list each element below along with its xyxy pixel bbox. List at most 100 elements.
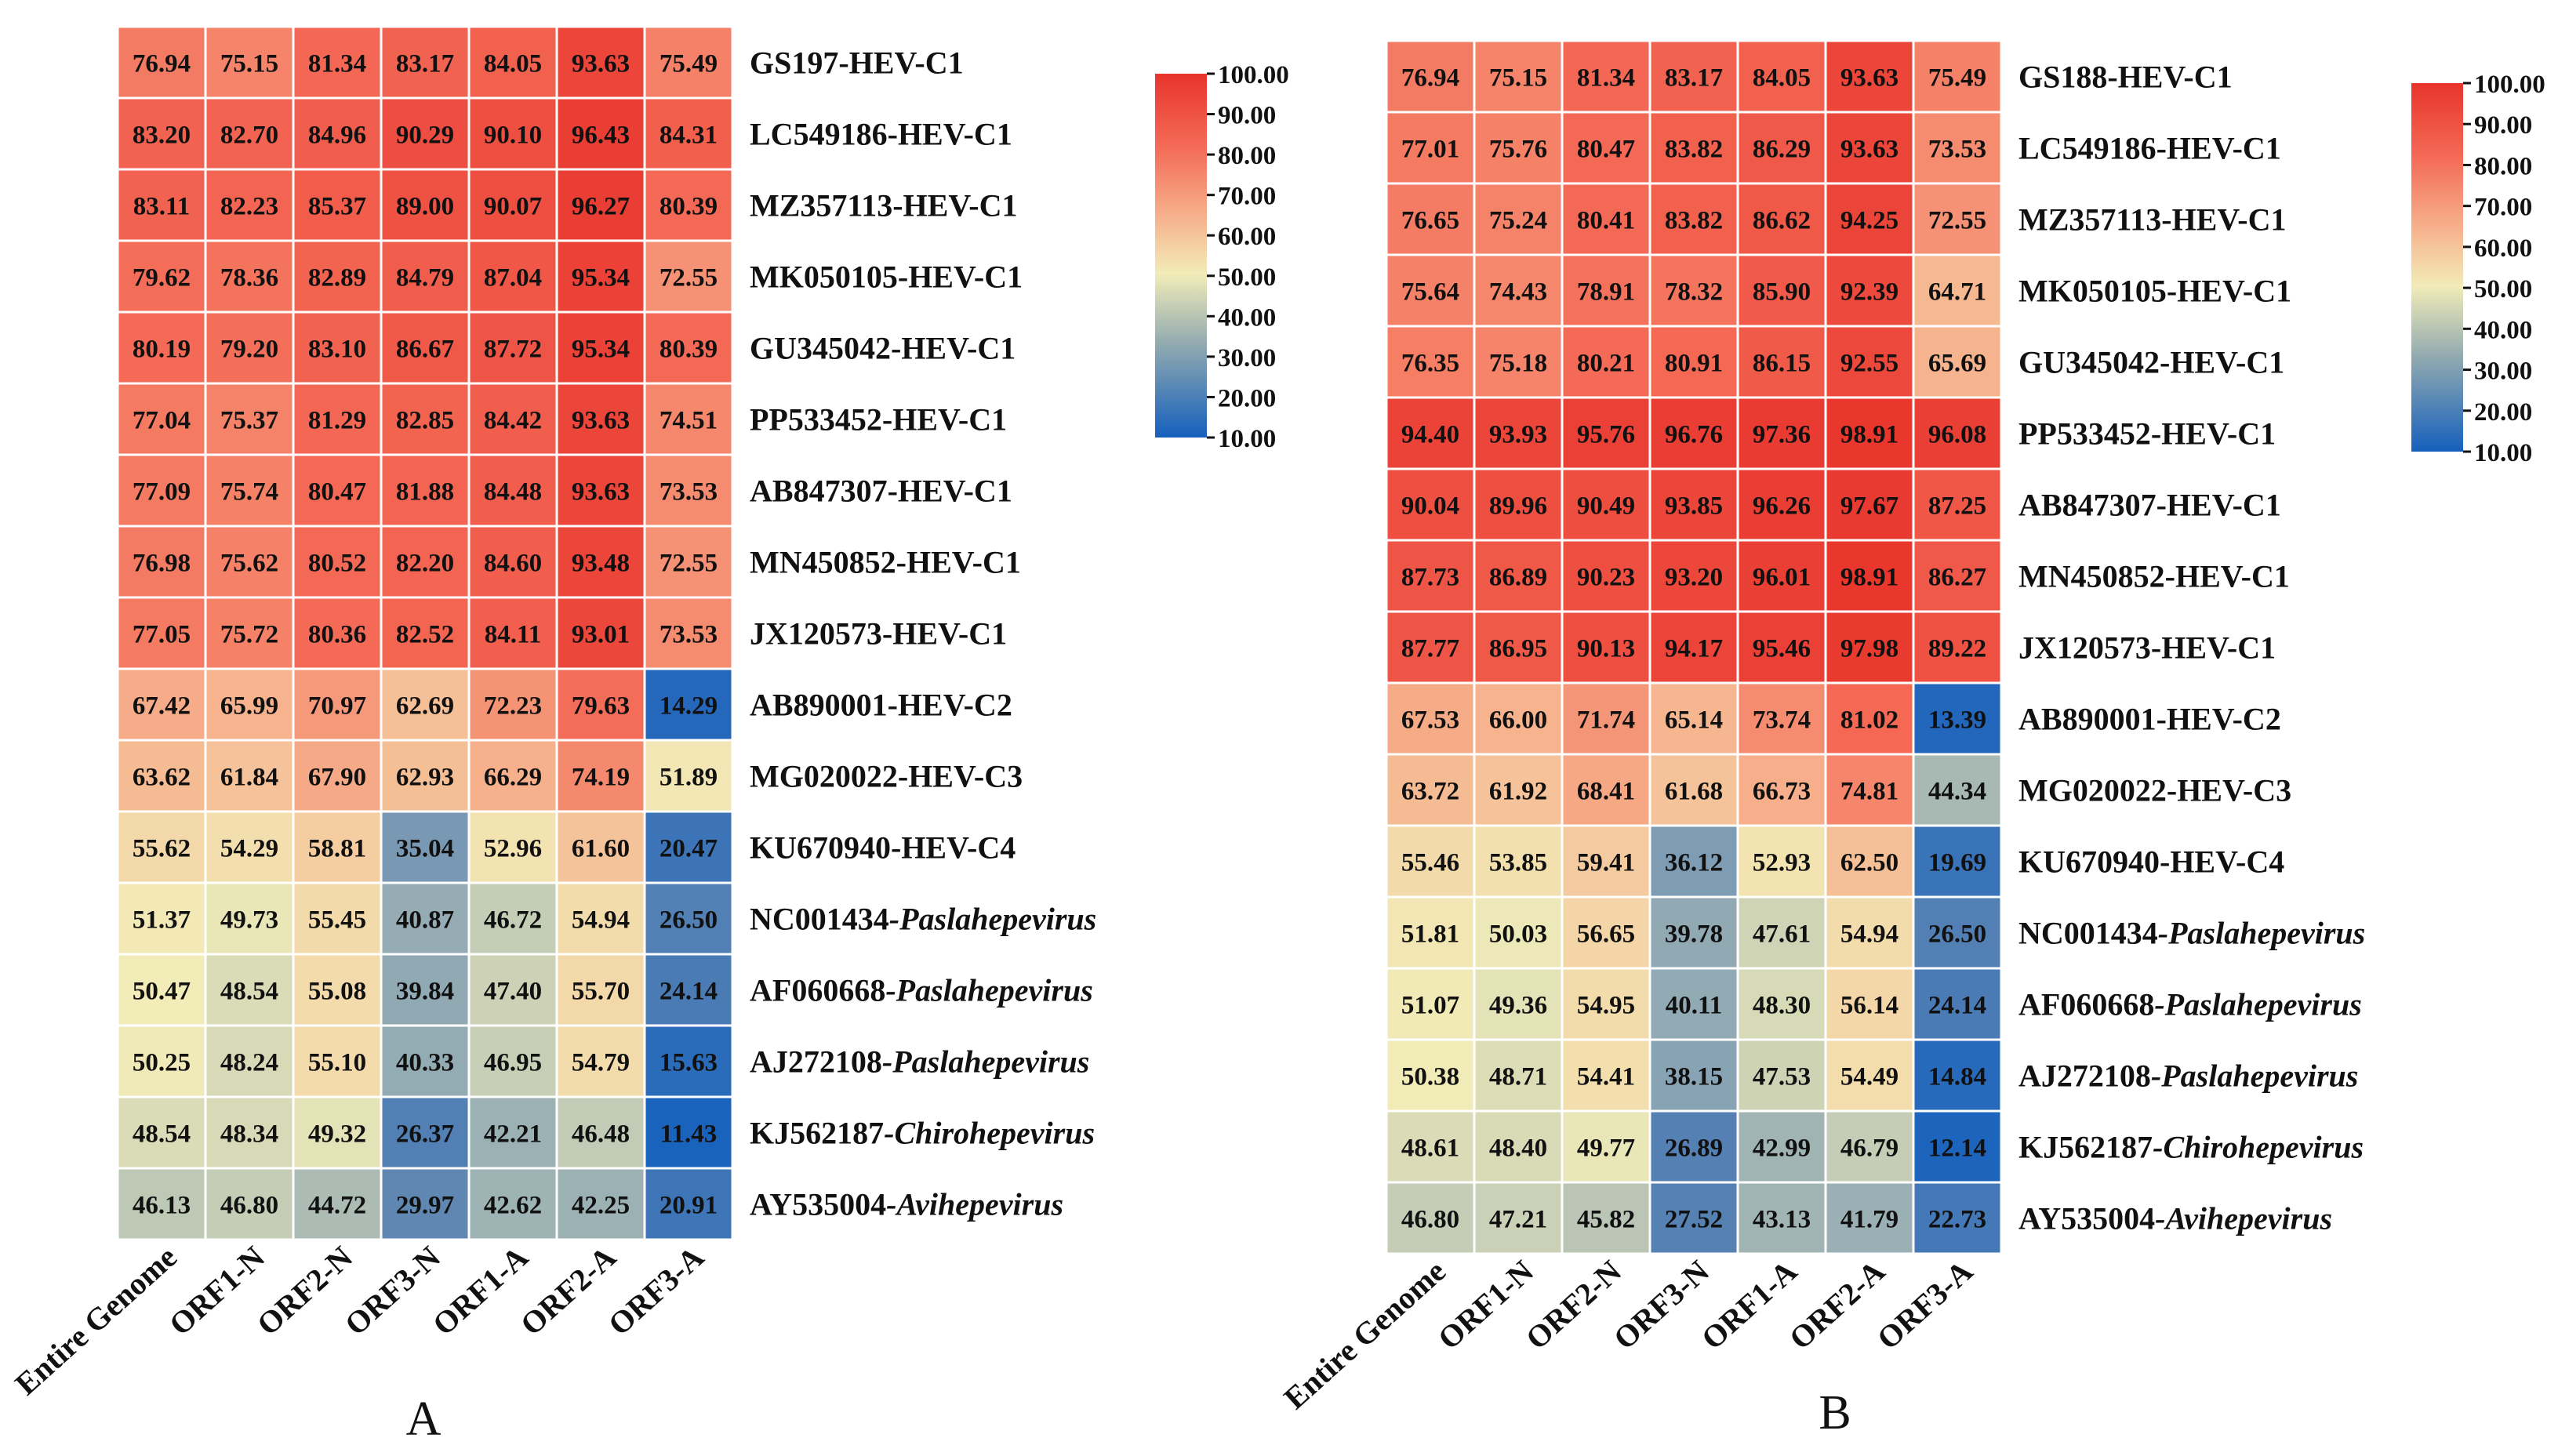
cell-value-label: 82.89 bbox=[308, 264, 366, 292]
cell-value-label: 80.41 bbox=[1577, 207, 1635, 235]
cell-value-label: 89.00 bbox=[396, 193, 454, 221]
heatmap-cell bbox=[380, 953, 471, 1027]
heatmap-cell bbox=[380, 810, 471, 884]
cell-value-label: 48.71 bbox=[1489, 1063, 1547, 1091]
cell-value-label: 40.87 bbox=[396, 906, 454, 935]
cell-value-label: 80.39 bbox=[659, 193, 718, 221]
heatmap-cell bbox=[380, 739, 471, 813]
heatmap-cell bbox=[1736, 539, 1827, 613]
cell-value-label: 24.14 bbox=[1928, 992, 1986, 1020]
heatmap-cell bbox=[292, 596, 383, 670]
heatmap-cell bbox=[292, 168, 383, 242]
row-label: GU345042-HEV-C1 bbox=[2018, 345, 2284, 380]
cell-value-label: 78.36 bbox=[220, 264, 278, 292]
column-label: ORF1-A bbox=[1695, 1253, 1804, 1356]
cell-value-label: 76.94 bbox=[133, 50, 191, 78]
cell-value-label: 54.49 bbox=[1840, 1063, 1899, 1091]
cell-value-label: 95.76 bbox=[1577, 421, 1635, 449]
heatmap-cell bbox=[1385, 539, 1476, 613]
cell-value-label: 20.47 bbox=[659, 835, 718, 863]
cell-value-label: 93.20 bbox=[1665, 564, 1723, 592]
heatmap-cell bbox=[1912, 1109, 2003, 1184]
heatmap-cell bbox=[467, 881, 558, 956]
cell-value-label: 59.41 bbox=[1577, 849, 1635, 877]
cell-value-label: 93.63 bbox=[1840, 136, 1899, 164]
cell-value-label: 54.94 bbox=[1840, 920, 1899, 949]
heatmap-cell bbox=[1912, 539, 2003, 613]
heatmap-cell bbox=[292, 667, 383, 742]
cell-value-label: 50.03 bbox=[1489, 920, 1547, 949]
cell-value-label: 54.79 bbox=[572, 1049, 630, 1077]
cell-value-label: 46.80 bbox=[220, 1192, 278, 1220]
heatmap-cell bbox=[1385, 467, 1476, 542]
heatmap-cell bbox=[1561, 253, 1651, 328]
cell-value-label: 80.19 bbox=[133, 336, 191, 364]
cell-value-label: 84.60 bbox=[484, 550, 542, 578]
heatmap-cell bbox=[116, 810, 207, 884]
cell-value-label: 86.29 bbox=[1753, 136, 1811, 164]
cell-value-label: 82.23 bbox=[220, 193, 278, 221]
cell-value-label: 47.53 bbox=[1753, 1063, 1811, 1091]
cell-value-label: 50.47 bbox=[133, 978, 191, 1006]
cell-value-label: 48.24 bbox=[220, 1049, 278, 1077]
cell-value-label: 41.79 bbox=[1840, 1206, 1899, 1234]
heatmap-cell bbox=[1648, 1109, 1739, 1184]
cell-value-label: 11.43 bbox=[660, 1120, 717, 1149]
cell-value-label: 75.72 bbox=[220, 621, 278, 649]
row-label: GS197-HEV-C1 bbox=[750, 45, 964, 81]
heatmap-cell bbox=[1736, 396, 1827, 470]
cell-value-label: 13.39 bbox=[1928, 706, 1986, 735]
heatmap-cell bbox=[1561, 1038, 1651, 1113]
cell-value-label: 75.76 bbox=[1489, 136, 1547, 164]
heatmap-cell bbox=[380, 453, 471, 528]
cell-value-label: 67.53 bbox=[1401, 706, 1459, 735]
column-label: ORF3-A bbox=[601, 1239, 710, 1342]
cell-value-label: 80.36 bbox=[308, 621, 366, 649]
cell-value-label: 12.14 bbox=[1928, 1135, 1986, 1163]
heatmap-cell bbox=[116, 382, 207, 456]
cell-value-label: 42.25 bbox=[572, 1192, 630, 1220]
cell-value-label: 48.30 bbox=[1753, 992, 1811, 1020]
cell-value-label: 51.37 bbox=[133, 906, 191, 935]
heatmap-cell bbox=[204, 382, 295, 456]
row-label: AF060668-Paslahepevirus bbox=[2018, 987, 2362, 1022]
colorbar-tick-label: 60.00 bbox=[1218, 223, 1276, 251]
heatmap-cell bbox=[1473, 1181, 1564, 1255]
cell-value-label: 74.81 bbox=[1840, 778, 1899, 806]
cell-value-label: 65.14 bbox=[1665, 706, 1723, 735]
heatmap-cell bbox=[555, 239, 646, 314]
cell-value-label: 98.91 bbox=[1840, 564, 1899, 592]
heatmap-cell bbox=[1473, 1109, 1564, 1184]
heatmap-cell bbox=[1385, 1109, 1476, 1184]
row-label: GU345042-HEV-C1 bbox=[750, 331, 1016, 366]
column-label: ORF1-A bbox=[426, 1239, 535, 1342]
cell-value-label: 63.72 bbox=[1401, 778, 1459, 806]
heatmap-cell bbox=[555, 453, 646, 528]
cell-value-label: 84.96 bbox=[308, 122, 366, 150]
cell-value-label: 26.89 bbox=[1665, 1135, 1723, 1163]
heatmap-cell bbox=[1561, 967, 1651, 1041]
cell-value-label: 75.15 bbox=[220, 50, 278, 78]
cell-value-label: 75.37 bbox=[220, 407, 278, 435]
heatmap-cell bbox=[1912, 182, 2003, 256]
cell-value-label: 55.70 bbox=[572, 978, 630, 1006]
heatmap-cell bbox=[643, 525, 734, 599]
cell-value-label: 42.21 bbox=[484, 1120, 542, 1149]
column-label: ORF3-A bbox=[1870, 1253, 1979, 1356]
heatmap-cell bbox=[1912, 753, 2003, 827]
cell-value-label: 54.29 bbox=[220, 835, 278, 863]
cell-value-label: 50.25 bbox=[133, 1049, 191, 1077]
heatmap-cell bbox=[1385, 895, 1476, 970]
cell-value-label: 15.63 bbox=[659, 1049, 718, 1077]
cell-value-label: 47.40 bbox=[484, 978, 542, 1006]
heatmap-cell bbox=[1385, 396, 1476, 470]
heatmap-cell bbox=[1912, 39, 2003, 114]
heatmap-cell bbox=[204, 810, 295, 884]
cell-value-label: 87.25 bbox=[1928, 492, 1986, 521]
heatmap-cell bbox=[643, 453, 734, 528]
cell-value-label: 67.90 bbox=[308, 764, 366, 792]
cell-value-label: 61.60 bbox=[572, 835, 630, 863]
cell-value-label: 97.98 bbox=[1840, 635, 1899, 663]
heatmap-cell bbox=[204, 525, 295, 599]
cell-value-label: 46.79 bbox=[1840, 1135, 1899, 1163]
